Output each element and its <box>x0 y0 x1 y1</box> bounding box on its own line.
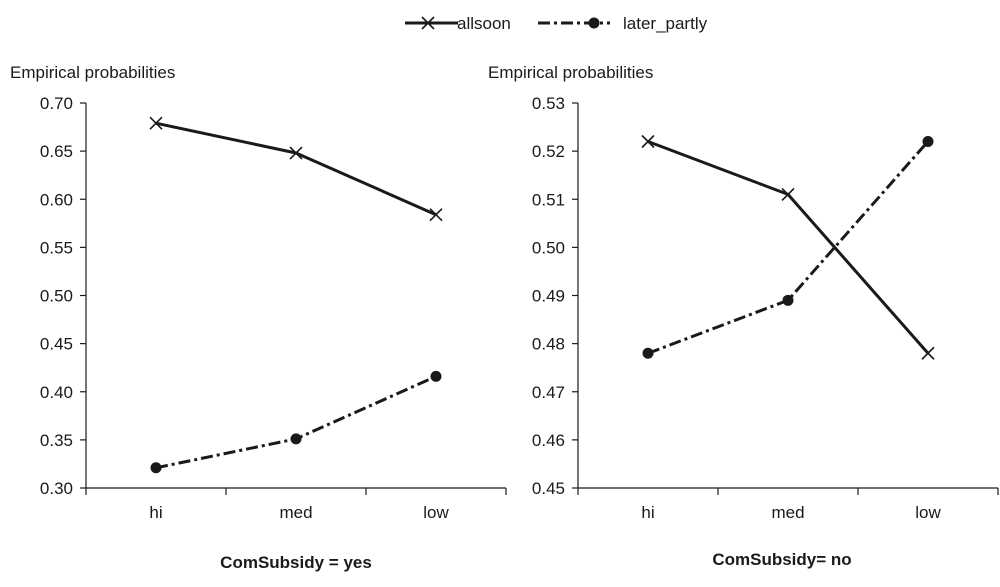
x-tick-label-med: med <box>771 503 804 522</box>
legend-allsoon-marker-icon <box>421 16 435 30</box>
data-point-later-partly-hi <box>150 462 162 474</box>
series-line-allsoon <box>647 140 930 355</box>
panel-title: ComSubsidy = yes <box>220 553 372 572</box>
legend-later-partly-marker-icon <box>588 17 600 29</box>
y-tick-label: 0.35 <box>40 431 73 450</box>
x-tick-label-med: med <box>279 503 312 522</box>
y-axis-label: Empirical probabilities <box>488 63 653 82</box>
data-point-allsoon-hi <box>149 116 163 130</box>
y-tick-label: 0.45 <box>40 335 73 354</box>
series-line-later-partly <box>647 140 930 355</box>
chart-panel-comsubsidy-yes: Empirical probabilities 0.30 0.35 0.40 0.45 0… <box>10 63 507 572</box>
y-tick-label: 0.60 <box>40 190 73 209</box>
x-tick-label-low: low <box>423 503 449 522</box>
y-tick-label: 0.47 <box>532 383 565 402</box>
series-line-allsoon <box>155 121 437 217</box>
y-tick-label: 0.45 <box>532 479 565 498</box>
y-tick-label: 0.30 <box>40 479 73 498</box>
y-tick-label: 0.50 <box>40 287 73 306</box>
x-tick-label-hi: hi <box>641 503 654 522</box>
data-point-allsoon-hi <box>641 134 655 149</box>
series-line-later-partly <box>155 375 437 470</box>
data-point-later-partly-med <box>290 433 302 445</box>
data-point-allsoon-low <box>921 346 935 360</box>
legend-allsoon-label: allsoon <box>457 14 511 33</box>
chart-panel-comsubsidy-no: Empirical probabilities 0.45 0.46 0.47 0.48 0… <box>488 63 999 569</box>
y-axis-label: Empirical probabilities <box>10 63 175 82</box>
y-tick-label: 0.46 <box>532 431 565 450</box>
y-tick-label: 0.51 <box>532 190 565 209</box>
y-tick-label: 0.50 <box>532 238 565 257</box>
y-tick-label: 0.40 <box>40 383 73 402</box>
data-point-later-partly-low <box>430 370 442 382</box>
legend: allsoon later_partly <box>405 14 708 33</box>
y-tick-label: 0.70 <box>40 94 73 113</box>
y-tick-label: 0.52 <box>532 142 565 161</box>
y-tick-label: 0.53 <box>532 94 565 113</box>
y-tick-label: 0.55 <box>40 238 73 257</box>
panel-title: ComSubsidy= no <box>712 550 851 569</box>
data-point-later-partly-hi <box>642 347 654 359</box>
data-point-later-partly-med <box>782 294 794 306</box>
data-point-allsoon-low <box>429 208 443 222</box>
data-point-allsoon-med <box>289 146 303 160</box>
y-tick-label: 0.48 <box>532 335 565 354</box>
x-tick-label-low: low <box>915 503 941 522</box>
y-tick-label: 0.49 <box>532 287 565 306</box>
data-point-later-partly-low <box>922 136 934 147</box>
x-tick-label-hi: hi <box>149 503 162 522</box>
legend-later-partly-label: later_partly <box>623 14 708 33</box>
data-point-allsoon-med <box>781 187 795 202</box>
y-tick-label: 0.65 <box>40 142 73 161</box>
